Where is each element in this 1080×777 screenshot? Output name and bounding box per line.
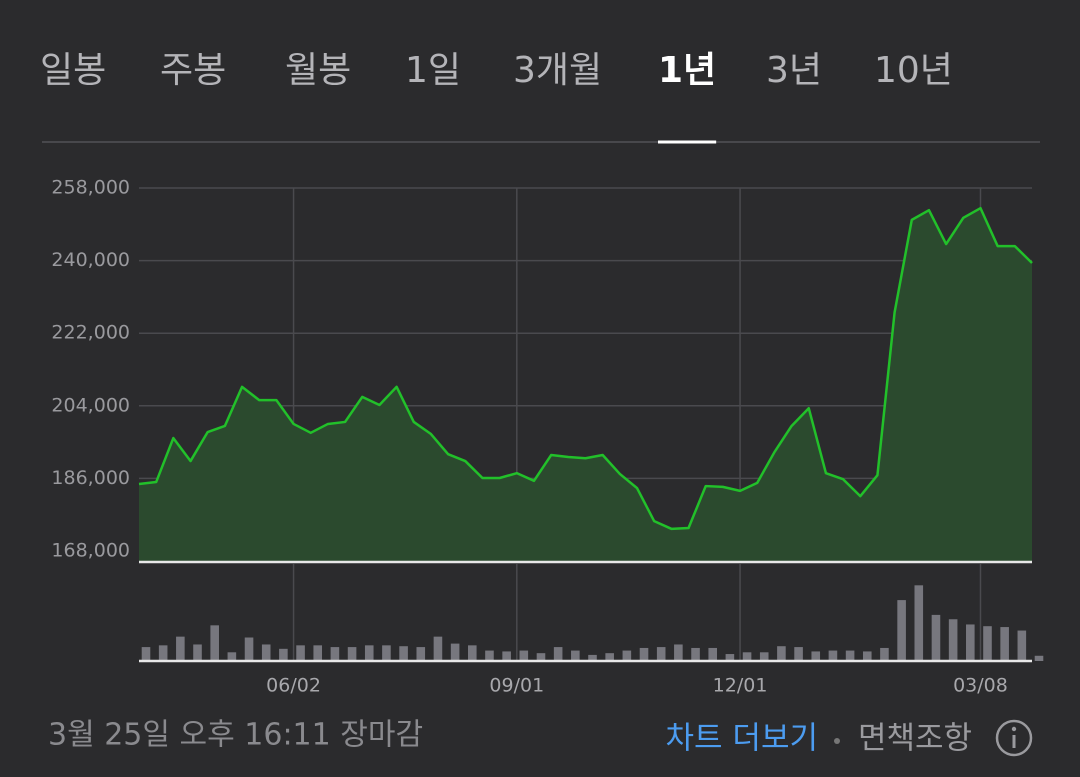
volume-bar — [347, 647, 357, 661]
volume-bar — [914, 585, 924, 661]
volume-bar — [536, 653, 546, 661]
x-tick-label: 09/01 — [489, 675, 544, 697]
disclaimer-link[interactable]: 면책조항 — [858, 721, 972, 757]
volume-bar — [828, 650, 838, 661]
volume-bar — [759, 652, 769, 661]
y-tick-label: 222,000 — [51, 322, 130, 344]
tab[interactable]: 1일 — [405, 50, 461, 91]
volume-bar — [261, 644, 271, 661]
price-line — [138, 206, 1033, 531]
volume-bar — [897, 600, 906, 661]
tab[interactable]: 1년 — [658, 50, 716, 91]
volume-bar — [553, 647, 563, 661]
tab-bar: 일봉 주봉 월봉 1일 3개월 1년 3년 10년 — [40, 50, 953, 144]
volume-bar — [158, 645, 168, 661]
y-tick-label: 258,000 — [51, 177, 130, 199]
volume-bar — [279, 648, 288, 661]
volume-bar — [193, 644, 202, 661]
y-tick-label: 168,000 — [51, 540, 130, 562]
volume-bar — [227, 652, 237, 661]
volume-bar — [725, 654, 735, 661]
volume-bar — [416, 647, 426, 661]
tab[interactable]: 10년 — [874, 50, 953, 91]
y-tick-label: 240,000 — [51, 249, 130, 271]
volume-bar — [674, 644, 683, 661]
volume-bar — [880, 647, 889, 661]
volume-bar — [1017, 630, 1027, 661]
volume-bar — [485, 650, 494, 661]
chart: 168,000 186,000 204,000 222,000 240,000 258,0… — [51, 177, 1044, 697]
tab[interactable]: 3개월 — [513, 50, 602, 91]
volume-bar — [1000, 627, 1009, 661]
volume-bar — [330, 647, 340, 661]
tab[interactable]: 일봉 — [40, 50, 106, 91]
volume-bar — [313, 645, 323, 661]
y-tick-label: 186,000 — [51, 467, 130, 489]
volume-bar — [777, 646, 786, 661]
volume-bar — [794, 647, 803, 661]
volume-bar — [141, 647, 151, 661]
volume-bar — [399, 646, 408, 661]
volume-bar — [845, 650, 855, 661]
separator-dot — [834, 738, 840, 744]
volume-bar — [811, 651, 821, 661]
volume-bar — [691, 647, 700, 661]
area-fill — [139, 208, 1032, 562]
volume-bar — [639, 647, 649, 661]
x-tick-label: 12/01 — [713, 675, 768, 697]
volume-bar — [862, 651, 872, 661]
volume-bar — [1034, 655, 1044, 661]
volume-bar — [605, 653, 614, 661]
volume-bar — [210, 625, 219, 661]
x-tick-label: 06/02 — [266, 675, 321, 697]
volume-bar — [364, 645, 374, 661]
volume-bar — [176, 636, 185, 661]
volume-bar — [502, 651, 511, 661]
tab[interactable]: 주봉 — [160, 50, 226, 91]
volume-bar — [382, 645, 391, 661]
volume-bar — [931, 614, 941, 661]
volume-bar — [742, 652, 752, 661]
y-tick-label: 204,000 — [51, 394, 130, 416]
more-chart-link[interactable]: 차트 더보기 — [666, 721, 818, 757]
timestamp: 3월 25일 오후 16:11 장마감 — [48, 718, 423, 753]
volume-bar — [948, 619, 958, 661]
volume-bar — [467, 645, 477, 661]
volume-bar — [588, 654, 597, 661]
volume-bar — [983, 626, 992, 661]
info-icon[interactable] — [995, 719, 1033, 757]
volume-bar — [571, 650, 580, 661]
volume-bar — [450, 643, 460, 661]
volume-bar — [622, 650, 632, 661]
volume-bar — [708, 647, 718, 661]
volume-bar — [296, 645, 305, 661]
x-tick-label: 03/08 — [953, 675, 1008, 697]
volume-bar — [433, 636, 443, 661]
volume-bar — [656, 647, 666, 661]
tab[interactable]: 월봉 — [285, 50, 351, 91]
volume-bar — [966, 624, 975, 661]
volume-bar — [244, 637, 254, 661]
volume-bar — [519, 650, 529, 661]
tab[interactable]: 3년 — [766, 50, 822, 91]
